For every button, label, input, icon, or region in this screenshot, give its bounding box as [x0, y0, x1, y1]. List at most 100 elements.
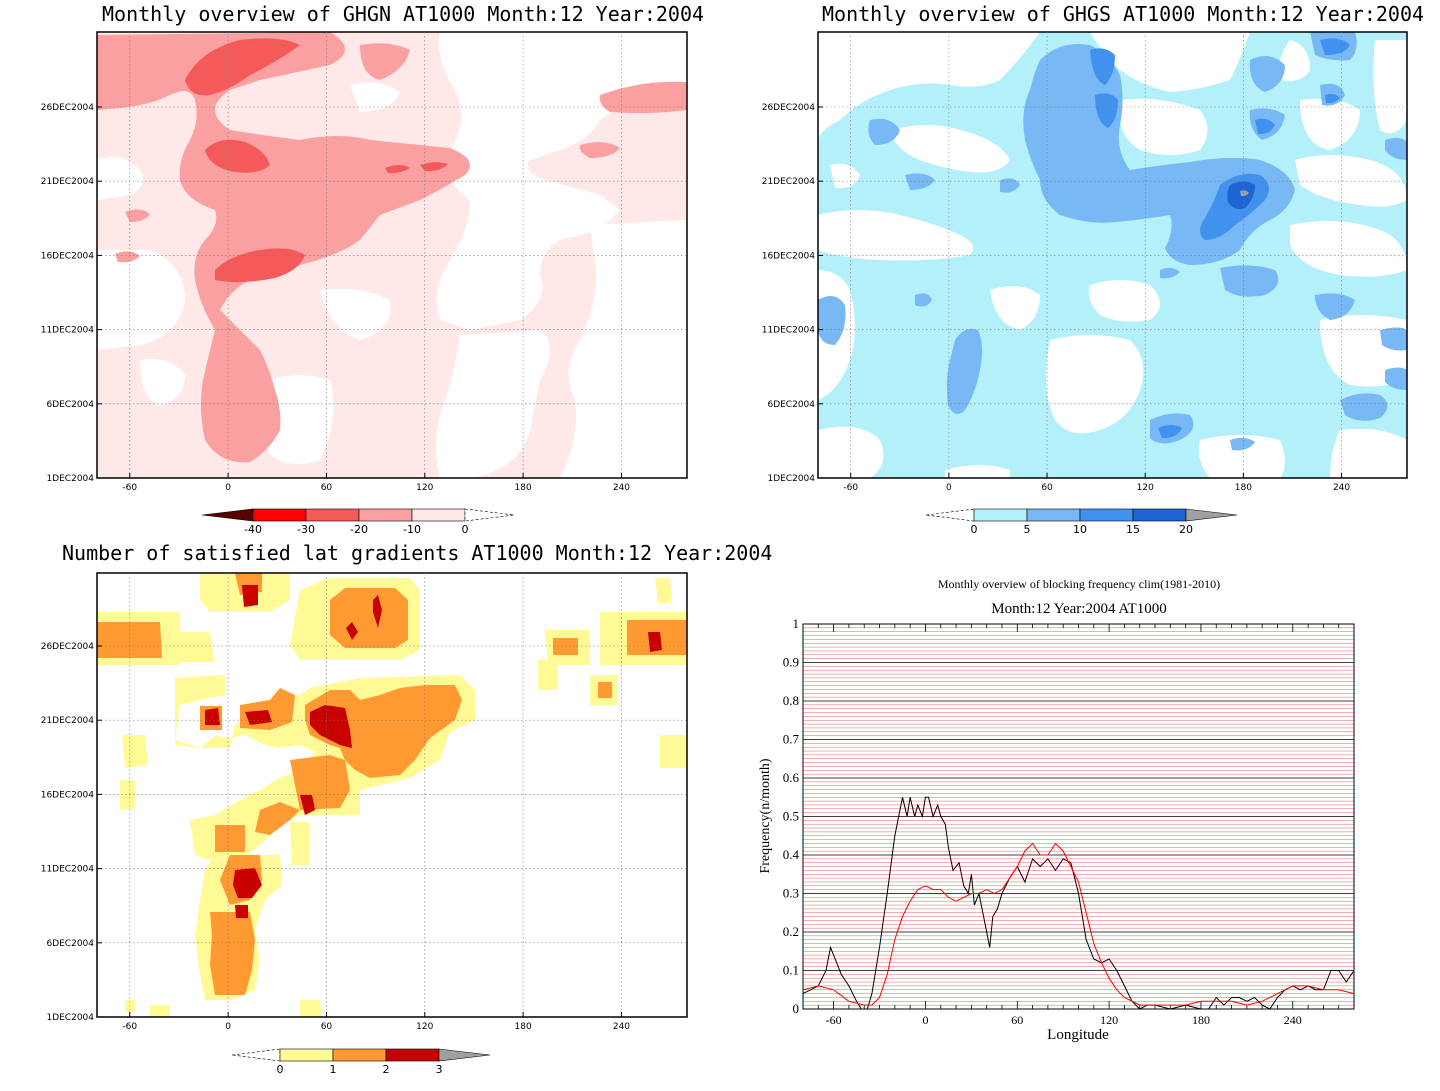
colorbar-label: -40 — [244, 523, 262, 536]
colorbar-label: 0 — [277, 1063, 284, 1076]
colorbar-label: 10 — [1073, 523, 1087, 536]
colorbar-label: 15 — [1126, 523, 1140, 536]
gradients-title: Number of satisfied lat gradients AT1000… — [62, 541, 773, 565]
y-tick-label: 11DEC2004 — [41, 865, 95, 875]
line-chart-series — [802, 796, 1355, 1010]
x-tick-label: 0 — [922, 1013, 928, 1027]
x-tick-label: -60 — [122, 1022, 137, 1032]
y-tick-label: 0.3 — [783, 886, 799, 901]
y-tick-label: 0.6 — [783, 770, 800, 785]
series-line-black — [802, 796, 1355, 1010]
colorbar-label: 1 — [330, 1063, 337, 1076]
series-line-red — [802, 842, 1355, 1006]
ghgs-title: Monthly overview of GHGS AT1000 Month:12… — [822, 2, 1425, 26]
ghgs-panel: -60 0 60 120 180 240 1DEC2004 6DEC2004 11DEC200… — [762, 31, 1408, 536]
x-tick-label: 180 — [1192, 1013, 1210, 1027]
x-tick-label: 0 — [225, 1022, 231, 1032]
x-tick-label: 60 — [1011, 1013, 1023, 1027]
ghgs-gridlines — [818, 32, 1407, 479]
y-tick-label: 21DEC2004 — [41, 716, 95, 726]
colorbar-label: 3 — [436, 1063, 443, 1076]
x-tick-label: -60 — [826, 1013, 842, 1027]
gradients-x-tick-labels: -60 0 60 120 180 240 — [122, 1022, 630, 1032]
y-tick-label: 6DEC2004 — [46, 939, 94, 949]
ghgs-x-tick-labels: -60 0 60 120 180 240 — [843, 483, 1350, 493]
y-tick-label: 21DEC2004 — [762, 177, 816, 187]
y-tick-label: 0.1 — [783, 963, 799, 978]
colorbar-label: 20 — [1179, 523, 1193, 536]
y-tick-label: 16DEC2004 — [41, 251, 95, 261]
x-tick-label: 180 — [515, 1022, 532, 1032]
ghgs-colorbar: 0 5 10 15 20 — [925, 508, 1238, 536]
gradients-gridlines — [97, 573, 687, 1018]
y-tick-label: 26DEC2004 — [762, 103, 816, 113]
y-tick-label: 6DEC2004 — [46, 400, 94, 410]
x-tick-label: 60 — [321, 483, 333, 493]
x-tick-label: 120 — [416, 1022, 433, 1032]
y-tick-label: 0.5 — [783, 809, 799, 824]
y-tick-label: 1DEC2004 — [46, 474, 94, 484]
ghgn-colorbar: -40 -30 -20 -10 0 — [201, 508, 515, 536]
line-chart-xlabel: Longitude — [1047, 1027, 1109, 1043]
x-tick-label: 240 — [1333, 483, 1350, 493]
ghgn-gridlines — [97, 32, 687, 479]
gradients-colorbar: 0 1 2 3 — [231, 1048, 491, 1076]
gradients-panel: -60 0 60 120 180 240 1DEC20046DEC200411DEC200… — [41, 572, 688, 1076]
ghgn-y-tick-labels: 1DEC2004 6DEC2004 11DEC2004 16DEC2004 21DEC2… — [41, 103, 95, 484]
x-tick-label: 60 — [1041, 483, 1053, 493]
x-tick-label: 120 — [1100, 1013, 1118, 1027]
gradients-y-tick-labels: 1DEC2004 6DEC2004 11DEC2004 16DEC2004 21DEC2… — [41, 642, 95, 1023]
ghgs-y-tick-labels: 1DEC2004 6DEC2004 11DEC2004 16DEC2004 21DEC2… — [762, 103, 816, 484]
colorbar-label: -20 — [350, 523, 368, 536]
line-chart-subtitle: Month:12 Year:2004 AT1000 — [991, 601, 1166, 617]
colorbar-label: -30 — [297, 523, 315, 536]
x-tick-label: 180 — [1235, 483, 1252, 493]
line-chart-x-tick-labels: -60 0 60 120 180 240 — [826, 1013, 1302, 1027]
y-tick-label: 21DEC2004 — [41, 177, 95, 187]
y-tick-label: 26DEC2004 — [41, 103, 95, 113]
ghgs-contour-field — [818, 32, 1407, 478]
x-tick-label: 240 — [1284, 1013, 1302, 1027]
x-tick-label: 240 — [613, 483, 630, 493]
y-tick-label: 0.9 — [783, 655, 799, 670]
colorbar-label: 2 — [383, 1063, 390, 1076]
x-tick-label: -60 — [843, 483, 858, 493]
y-tick-label: 1DEC2004 — [767, 474, 815, 484]
colorbar-label: -10 — [403, 523, 421, 536]
x-tick-label: -60 — [122, 483, 137, 493]
y-tick-label: 0 — [793, 1001, 800, 1016]
y-tick-label: 0.2 — [783, 924, 799, 939]
x-tick-label: 0 — [225, 483, 231, 493]
x-tick-label: 240 — [613, 1022, 630, 1032]
x-tick-label: 180 — [515, 483, 532, 493]
ghgn-title: Monthly overview of GHGN AT1000 Month:12… — [102, 2, 705, 26]
ghgn-panel: -60 0 60 120 180 240 1DEC2004 6DEC2004 11DEC200… — [41, 31, 688, 536]
y-tick-label: 16DEC2004 — [762, 251, 816, 261]
x-tick-label: 0 — [946, 483, 952, 493]
y-tick-label: 11DEC2004 — [41, 326, 95, 336]
y-tick-label: 16DEC2004 — [41, 790, 95, 800]
line-chart-title: Monthly overview of blocking frequency c… — [938, 577, 1220, 591]
y-tick-label: 1DEC2004 — [46, 1013, 94, 1023]
gradients-contour-field — [97, 573, 687, 1017]
blocking-frequency-chart: Monthly overview of blocking frequency c… — [758, 577, 1355, 1043]
x-tick-label: 60 — [321, 1022, 333, 1032]
line-chart-axis-ticks — [802, 624, 1355, 1009]
colorbar-label: 0 — [971, 523, 978, 536]
y-tick-label: 0.8 — [783, 693, 799, 708]
colorbar-label: 0 — [462, 523, 469, 536]
y-tick-label: 26DEC2004 — [41, 642, 95, 652]
line-chart-gridlines — [803, 627, 1354, 1006]
y-tick-label: 1 — [793, 616, 800, 631]
x-tick-label: 120 — [416, 483, 433, 493]
line-chart-y-tick-labels: 0 0.1 0.2 0.3 0.4 0.5 0.6 0.7 0.8 0.9 1 — [783, 616, 800, 1016]
x-tick-label: 120 — [1137, 483, 1154, 493]
y-tick-label: 0.7 — [783, 732, 800, 747]
y-tick-label: 6DEC2004 — [767, 400, 815, 410]
ghgn-x-tick-labels: -60 0 60 120 180 240 — [122, 483, 630, 493]
line-chart-ylabel: Frequency(n/month) — [758, 758, 773, 873]
y-tick-label: 11DEC2004 — [762, 326, 816, 336]
colorbar-label: 5 — [1024, 523, 1031, 536]
ghgn-contour-field — [97, 32, 687, 478]
